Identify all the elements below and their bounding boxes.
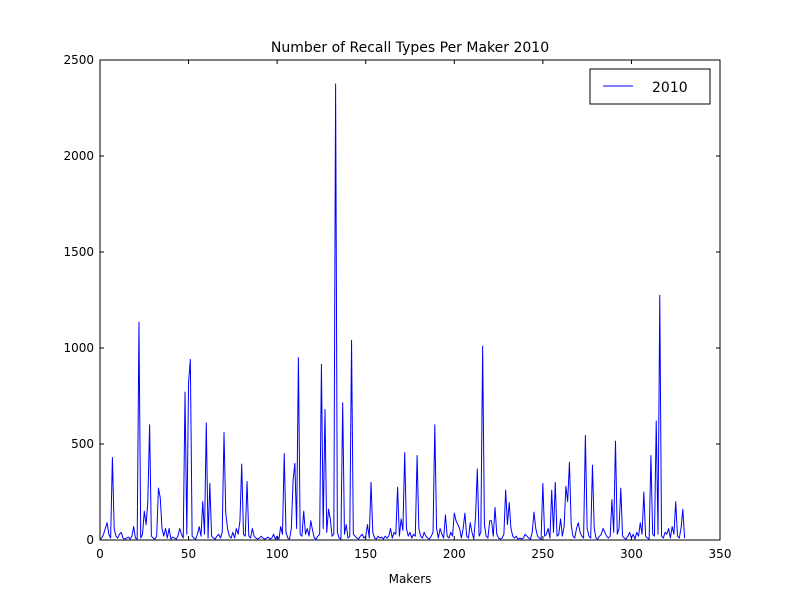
chart-title: Number of Recall Types Per Maker 2010 — [271, 40, 549, 56]
x-tick-label: 50 — [181, 547, 196, 561]
x-axis-label: Makers — [389, 572, 432, 586]
x-tick-label: 350 — [709, 547, 732, 561]
x-tick-label: 100 — [266, 547, 289, 561]
y-tick-label: 1500 — [63, 245, 94, 259]
axes-frame — [99, 59, 721, 541]
x-tick-label: 300 — [620, 547, 643, 561]
plot-area: 0 50 100 150 200 250 300 350 0 500 1000 1500 2000 250… — [63, 53, 731, 561]
x-tick-label: 250 — [531, 547, 554, 561]
series-line-2010 — [99, 83, 686, 540]
y-tick-label: 2500 — [63, 53, 94, 67]
legend-label: 2010 — [652, 80, 688, 96]
y-tick-label: 0 — [86, 533, 94, 547]
x-tick-label: 150 — [354, 547, 377, 561]
y-tick-label: 1000 — [63, 341, 94, 355]
y-tick-label: 2000 — [63, 149, 94, 163]
x-tick-label: 0 — [96, 547, 104, 561]
y-tick-label: 500 — [71, 437, 94, 451]
ticks-layer: 0 50 100 150 200 250 300 350 0 500 1000 1500 2000 250… — [63, 53, 731, 561]
x-tick-label: 200 — [443, 547, 466, 561]
series-layer — [99, 83, 686, 540]
legend: 2010 — [589, 68, 711, 105]
